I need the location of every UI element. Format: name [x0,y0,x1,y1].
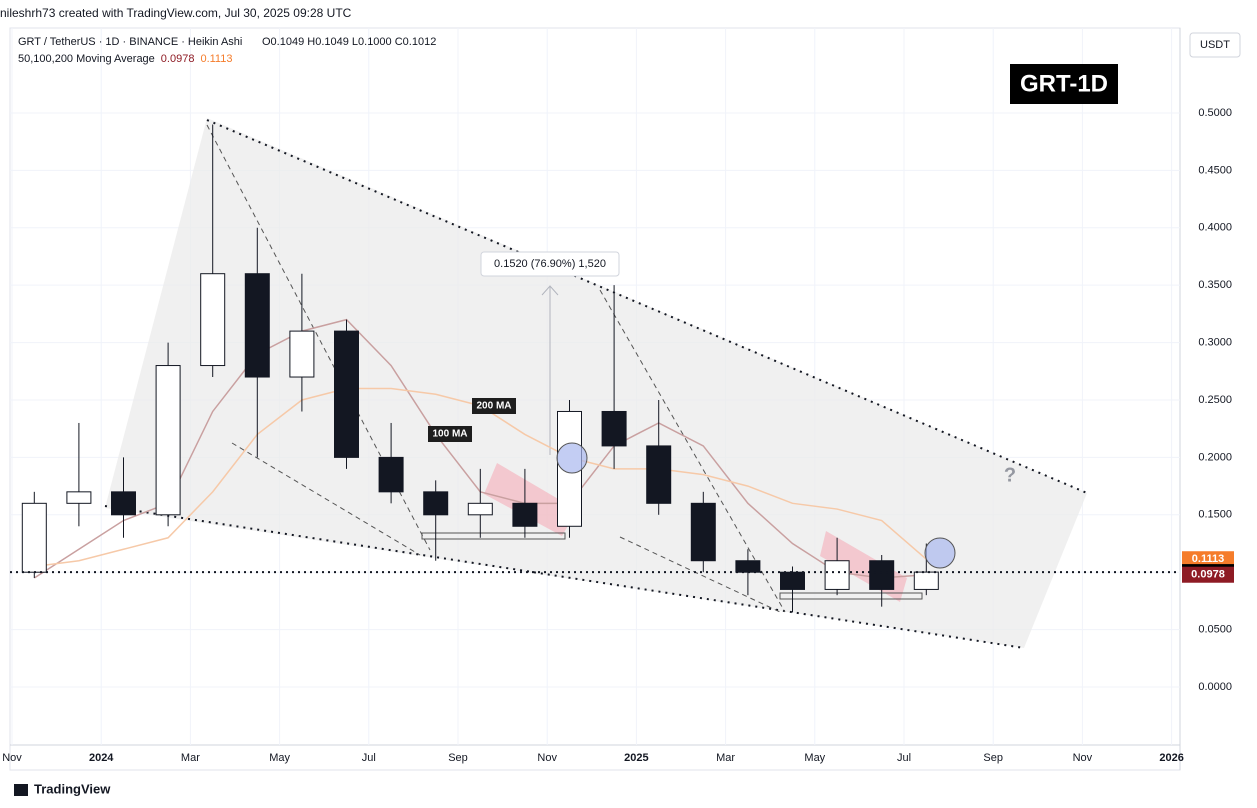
candle-body [155,365,181,516]
candle-body [601,410,627,447]
candle-body [512,502,538,527]
x-tick-label: Mar [181,752,200,764]
measure-box [480,251,620,277]
highlight-circle [924,537,956,569]
dashed-line [619,536,781,613]
x-tick-label: Mar [716,752,735,764]
price-tag [1182,566,1234,583]
chart-title: GRT-1D [1020,70,1108,97]
x-tick-label: Sep [983,752,1003,764]
marks [10,124,1180,613]
candle-body [735,560,761,573]
candle-body [334,330,359,458]
currency-box[interactable] [1189,32,1241,58]
symbol-line: GRT / TetherUS · 1D · BINANCE · Heikin A… [18,36,242,48]
candle-body [66,491,92,504]
highlight-circle [556,442,588,474]
candle-body [780,571,805,590]
y-tick-label: 0.3000 [1198,336,1232,348]
candle-body [244,273,270,378]
candle-body [423,491,449,516]
ma-label: 100 MA [432,429,467,440]
ma-value: 0.0978 [161,53,195,65]
y-tick-label: 0.0500 [1198,624,1232,636]
x-tick-label: 2024 [89,752,114,764]
ma-line: 50,100,200 Moving Average [18,53,155,65]
x-tick-label: Nov [2,752,22,764]
logo [14,784,28,796]
candle-body [111,491,136,516]
lower-trendline [104,505,1025,649]
x-tick-label: Sep [448,752,468,764]
title-box [1010,64,1118,104]
dashed-line [231,442,421,556]
candle-body [378,456,404,493]
y-tick-label: 0.4000 [1198,222,1232,234]
y-tick-label: 0.5000 [1198,107,1232,119]
y-tick-label: 0.3500 [1198,279,1232,291]
credit: nileshrh73 created with TradingView.com,… [0,6,352,20]
ohlc-line: O0.1049 H0.1049 L0.1000 C0.1012 [262,36,436,48]
candle-body [913,571,939,590]
header: GRT / TetherUS · 1D · BINANCE · Heikin A… [18,36,436,65]
candle-body [824,560,850,590]
price-tag-label: 0.1113 [1192,553,1224,565]
y-tick-label: 0.1500 [1198,509,1232,521]
wedge-fill [105,118,1087,648]
ma-label-box [472,398,516,414]
ma-label: 200 MA [476,401,511,412]
candle-body [289,330,315,378]
candle-body [467,502,493,516]
x-tick-label: Jul [362,752,376,764]
candle-body [690,502,716,562]
ma-value: 0.1113 [200,53,232,65]
candle-body [200,273,226,367]
measure-label: 0.1520 (76.90%) 1,520 [494,258,606,270]
dashed-line [599,289,786,613]
y-tick-label: 0.2500 [1198,394,1232,406]
x-tick-label: 2026 [1159,752,1183,764]
upper-trendline [206,119,1088,494]
question-mark: ? [1004,464,1016,486]
price-tag-label: 0.0978 [1191,569,1225,581]
y-tick-label: 0.0000 [1198,681,1232,693]
support-box [421,532,566,540]
candle-body [21,502,47,573]
ma-label-box [428,426,472,442]
price-tag [1182,551,1234,568]
x-tick-label: Jul [897,752,911,764]
y-tick-label: 0.4500 [1198,164,1232,176]
flag-box [484,463,577,536]
footer: TradingView [34,781,111,796]
support-box [779,592,923,600]
x-tick-label: Nov [537,752,557,764]
candle-body [646,445,672,504]
x-tick-label: May [804,752,825,764]
x-tick-label: Nov [1073,752,1093,764]
measure-arrowhead [541,285,559,296]
y-tick-label: 0.2000 [1198,451,1232,463]
x-tick-label: May [269,752,290,764]
x-tick-label: 2025 [624,752,648,764]
currency[interactable]: USDT [1200,39,1230,51]
candle-body [869,560,895,590]
